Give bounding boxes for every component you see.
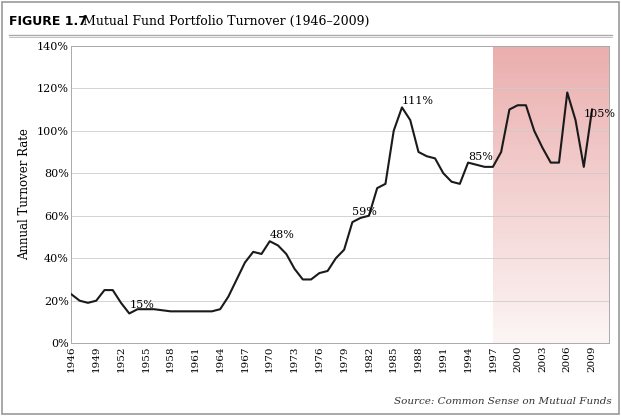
Text: 48%: 48% [270,230,294,240]
Text: 105%: 105% [584,109,616,119]
Text: 85%: 85% [468,151,493,161]
Text: FIGURE 1.7: FIGURE 1.7 [9,15,88,27]
Y-axis label: Annual Turnover Rate: Annual Turnover Rate [18,129,31,260]
Text: 111%: 111% [402,97,434,106]
Text: 15%: 15% [129,300,154,310]
Text: Source: Common Sense on Mutual Funds: Source: Common Sense on Mutual Funds [394,396,612,406]
Text: Mutual Fund Portfolio Turnover (1946–2009): Mutual Fund Portfolio Turnover (1946–200… [71,15,369,27]
Text: 59%: 59% [352,207,378,217]
